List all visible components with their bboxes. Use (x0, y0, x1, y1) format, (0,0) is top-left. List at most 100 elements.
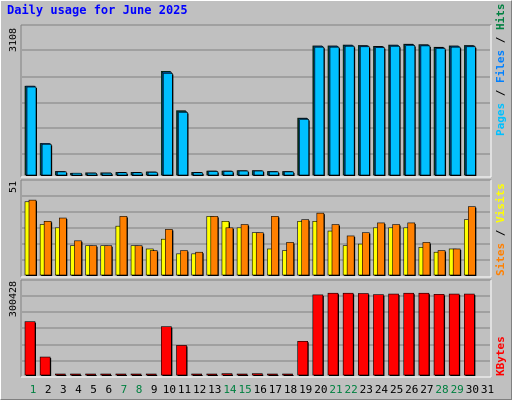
pages-bar (420, 45, 431, 176)
sites-bar (74, 240, 82, 276)
pages-bar (26, 86, 37, 176)
kbytes-bar (206, 373, 218, 376)
kbytes-bar (357, 293, 369, 376)
kbytes-bar (39, 356, 51, 376)
sites-bar (407, 222, 416, 276)
kbytes-bar-shadow (253, 374, 264, 376)
pages-bar (405, 45, 416, 176)
legend-sites: Sites (494, 243, 507, 276)
day-label: 20 (314, 383, 327, 396)
pages-bar (299, 119, 310, 176)
pages-bar (72, 172, 82, 176)
pages-bar (269, 171, 279, 176)
kbytes-bar (464, 293, 475, 376)
kbytes-bar (282, 373, 293, 376)
kbytes-bar-shadow (71, 375, 82, 376)
sites-bar (180, 250, 188, 276)
day-label: 30 (466, 383, 479, 396)
pages-bar (314, 46, 325, 176)
sites-bar (468, 206, 476, 276)
kbytes-bar-shadow (283, 375, 294, 376)
sites-bar (43, 220, 52, 276)
day-label: 23 (360, 383, 373, 396)
sites-bar (225, 227, 234, 276)
day-label: 27 (420, 383, 433, 396)
pages-bar (41, 144, 52, 176)
legend-visits: Visits (494, 183, 507, 223)
legend-hits: Hits (494, 4, 507, 31)
kbytes-bar-shadow (132, 375, 143, 376)
kbytes-bar-shadow (222, 374, 233, 376)
sites-bar (361, 232, 370, 276)
kbytes-bar (100, 373, 112, 376)
day-label: 16 (254, 383, 267, 396)
kbytes-bar-shadow (207, 375, 218, 376)
pages-bar (375, 47, 385, 176)
sites-bar (392, 224, 400, 276)
kbytes-legend: KBytes (494, 336, 507, 376)
day-label: 17 (269, 383, 282, 396)
day-label: 8 (136, 383, 143, 396)
pages-bar (178, 112, 188, 176)
pages-bar (102, 172, 113, 176)
day-label: 2 (45, 383, 52, 396)
sites-bar (255, 232, 264, 276)
visits-legend: Sites / Visits (494, 183, 507, 276)
pages-bar (147, 172, 158, 176)
sites-bar (346, 235, 355, 276)
day-label: 14 (223, 383, 237, 396)
sites-bar (165, 229, 173, 276)
kbytes-bar (342, 292, 354, 376)
legend-pages: Pages (494, 103, 507, 136)
kbytes-bar-shadow (56, 375, 67, 376)
day-label: 11 (178, 383, 191, 396)
pages-bar (359, 46, 370, 176)
kbytes-ymax-label: 300428 (8, 281, 19, 317)
pages-bar (344, 46, 355, 176)
day-label: 5 (90, 383, 97, 396)
sites-bar (195, 251, 203, 276)
visits-ymax-label: 51 (8, 181, 19, 193)
day-label: 28 (435, 383, 448, 396)
day-label: 21 (329, 383, 342, 396)
sites-bar (28, 199, 37, 276)
day-label: 25 (390, 383, 403, 396)
kbytes-bar-shadow (268, 375, 279, 376)
sites-bar (240, 224, 249, 276)
sites-bar (119, 216, 128, 276)
kbytes-bar-shadow (147, 375, 158, 376)
day-label: 1 (30, 383, 37, 396)
pages-bar (208, 171, 219, 176)
day-label: 7 (121, 383, 128, 396)
hits-ymax-label: 3108 (8, 28, 19, 52)
hits-legend: Pages / Files / Hits (494, 4, 507, 137)
kbytes-bar (130, 373, 142, 376)
kbytes-bar (54, 373, 66, 376)
day-label: 31 (481, 383, 494, 396)
day-label: 18 (284, 383, 297, 396)
pages-bar (56, 171, 67, 176)
pages-bar (238, 170, 249, 176)
pages-bar (223, 171, 234, 176)
day-label: 15 (238, 383, 251, 396)
sites-bar (422, 242, 431, 276)
kbytes-bar (327, 292, 339, 376)
sites-bar (286, 242, 294, 276)
kbytes-bar-shadow (192, 375, 203, 376)
pages-bar (163, 73, 173, 176)
day-label: 19 (299, 383, 312, 396)
chart-title: Daily usage for June 2025 (7, 3, 188, 17)
legend-separator: / (494, 83, 507, 103)
pages-bar (466, 46, 476, 176)
sites-bar (104, 245, 113, 276)
kbytes-bar (403, 292, 415, 376)
kbytes-bar (115, 373, 127, 376)
legend-separator: / (494, 223, 507, 243)
kbytes-bar (24, 321, 36, 376)
kbytes-bar (70, 373, 81, 376)
kbytes-bar (251, 373, 263, 376)
sites-bar (316, 212, 325, 276)
legend-kbytes: KBytes (494, 336, 507, 376)
day-label: 9 (151, 383, 158, 396)
